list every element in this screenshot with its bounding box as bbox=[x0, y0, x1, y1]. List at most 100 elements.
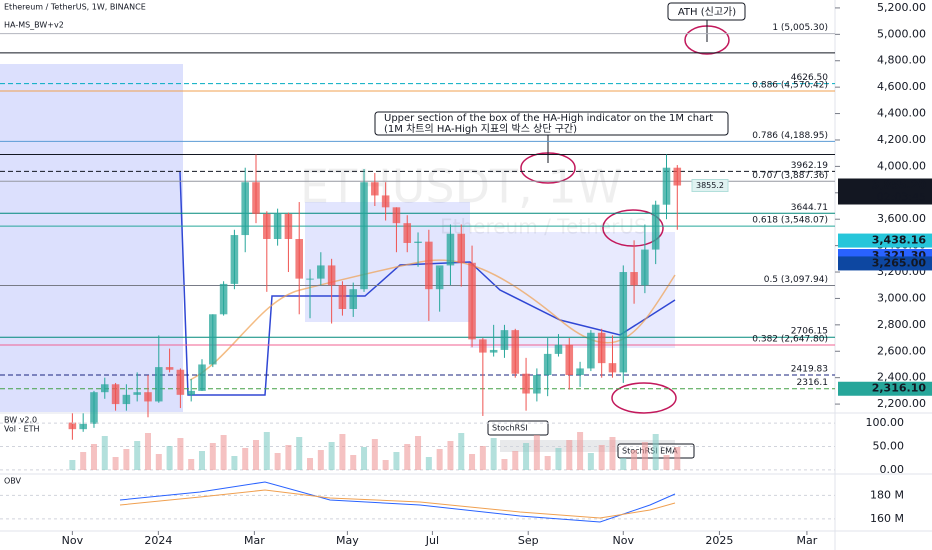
decor-volume bbox=[533, 435, 540, 470]
x-tick-label: Mar bbox=[797, 534, 818, 547]
decor-volume bbox=[415, 436, 422, 470]
candle-body bbox=[425, 241, 433, 290]
decor-volume bbox=[361, 447, 368, 470]
x-tick-label: 2024 bbox=[144, 534, 172, 547]
level-label: 0.886 (4,570.42) bbox=[752, 81, 828, 91]
decor-volume bbox=[69, 460, 76, 470]
level-label: 0.618 (3,548.07) bbox=[752, 216, 828, 226]
price-tag bbox=[838, 233, 932, 248]
candle-body bbox=[543, 353, 552, 376]
candle-body bbox=[371, 182, 379, 196]
decor-volume bbox=[479, 446, 486, 470]
y-tick-label: 5,200.00 bbox=[877, 1, 926, 14]
price-tag-label: 2,316.10 bbox=[872, 382, 927, 395]
candle-body bbox=[489, 349, 498, 353]
candle-body bbox=[219, 283, 228, 315]
decor-volume bbox=[253, 440, 260, 470]
decor-volume bbox=[274, 453, 281, 470]
decor-volume bbox=[101, 436, 108, 470]
x-tick-label: May bbox=[336, 534, 359, 547]
candle-body bbox=[651, 204, 660, 250]
decor-volume bbox=[555, 448, 562, 470]
decor-volume bbox=[155, 454, 162, 470]
decor-volume bbox=[317, 450, 324, 470]
ha-box bbox=[0, 64, 183, 412]
annotation-circle bbox=[602, 209, 664, 247]
pane-label-box bbox=[487, 420, 549, 436]
decor-volume bbox=[587, 453, 594, 470]
candle-body bbox=[306, 278, 314, 280]
candle-body bbox=[241, 182, 249, 236]
candle-body bbox=[403, 223, 412, 243]
level-label: 0.786 (4,188.95) bbox=[752, 131, 828, 141]
decor-volume bbox=[641, 442, 648, 470]
decor-volume bbox=[544, 456, 551, 470]
candle-body bbox=[90, 392, 98, 424]
candle-body bbox=[187, 390, 195, 395]
candle-body bbox=[457, 233, 466, 263]
level-label: 2419.83 bbox=[791, 365, 828, 375]
candle-body bbox=[522, 373, 530, 394]
header: Ethereum / TetherUS, 1W, BINANCE bbox=[4, 3, 146, 12]
candle-body bbox=[144, 392, 152, 402]
candle-body bbox=[327, 265, 336, 286]
pane-label: StochRSI EMA bbox=[622, 447, 678, 456]
candle-body bbox=[576, 368, 584, 376]
decor-volume bbox=[112, 457, 119, 470]
decor-volume bbox=[425, 457, 432, 470]
decor-volume bbox=[285, 445, 292, 470]
decor-volume bbox=[663, 455, 670, 470]
candle-body bbox=[100, 384, 109, 393]
candle-body bbox=[79, 423, 87, 430]
pane-label: OBV bbox=[4, 477, 22, 486]
candle-body bbox=[587, 332, 595, 369]
price-tag-timer: 02:03:45 bbox=[877, 191, 926, 204]
decor-volume bbox=[144, 433, 151, 470]
decor-volume bbox=[598, 445, 605, 470]
annotation-box bbox=[374, 111, 729, 136]
candle-body bbox=[641, 249, 649, 286]
candle-body bbox=[230, 235, 239, 284]
decor-volume bbox=[631, 450, 638, 470]
decor-volume bbox=[620, 458, 627, 470]
candle-body bbox=[414, 241, 422, 243]
decor-volume bbox=[339, 434, 346, 470]
x-tick-label: Nov bbox=[613, 534, 635, 547]
decor-volume bbox=[566, 440, 573, 470]
y-tick-label: 5,000.00 bbox=[877, 27, 926, 40]
decor-volume bbox=[134, 441, 141, 470]
y-tick-label: 3,600.00 bbox=[877, 212, 926, 225]
y-tick-label: 4,800.00 bbox=[877, 54, 926, 67]
decor-volume bbox=[166, 446, 173, 470]
x-tick-label: 2025 bbox=[705, 534, 733, 547]
candle-body bbox=[381, 195, 390, 208]
candle-body bbox=[554, 344, 563, 354]
decor-volume bbox=[523, 443, 530, 470]
y-tick-label: 180 M bbox=[870, 488, 904, 501]
candle-body bbox=[662, 167, 671, 205]
annotation: (1M 차트의 HA-High 지표의 박스 상단 구간) bbox=[384, 123, 577, 135]
price-tag bbox=[838, 381, 932, 396]
annotation-circle bbox=[611, 382, 677, 414]
candle-body bbox=[133, 392, 141, 395]
price-tag-label: 3,438.16 bbox=[872, 234, 927, 247]
candle-body bbox=[511, 330, 520, 374]
decor-volume bbox=[490, 438, 497, 470]
decor-volume bbox=[512, 451, 519, 470]
candle-body bbox=[111, 384, 120, 405]
candle-body bbox=[435, 265, 444, 290]
decor-volume bbox=[242, 448, 249, 470]
y-tick-label: 2,800.00 bbox=[877, 318, 926, 331]
candle-body bbox=[597, 332, 606, 364]
candle-body bbox=[317, 265, 325, 279]
level-label: 0.382 (2,647.80) bbox=[752, 334, 828, 344]
decor-volume bbox=[198, 451, 205, 470]
candle-body bbox=[608, 363, 617, 373]
level-label: 0.707 (3,887.36) bbox=[752, 171, 828, 181]
decor-volume bbox=[577, 432, 584, 470]
candle-body bbox=[500, 330, 509, 350]
decor-volume bbox=[231, 456, 238, 470]
candle-body bbox=[392, 207, 401, 224]
candle-body bbox=[565, 344, 574, 376]
